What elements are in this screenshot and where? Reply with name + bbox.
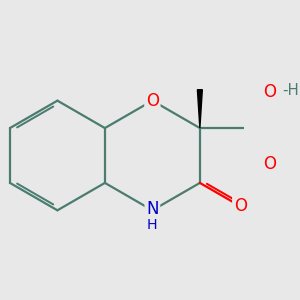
Polygon shape <box>197 90 202 128</box>
Text: O: O <box>263 83 276 101</box>
Text: O: O <box>146 92 159 110</box>
Text: -H: -H <box>282 83 298 98</box>
Text: H: H <box>147 218 158 232</box>
Text: N: N <box>146 200 159 218</box>
Text: O: O <box>263 155 276 173</box>
Text: O: O <box>234 197 247 215</box>
